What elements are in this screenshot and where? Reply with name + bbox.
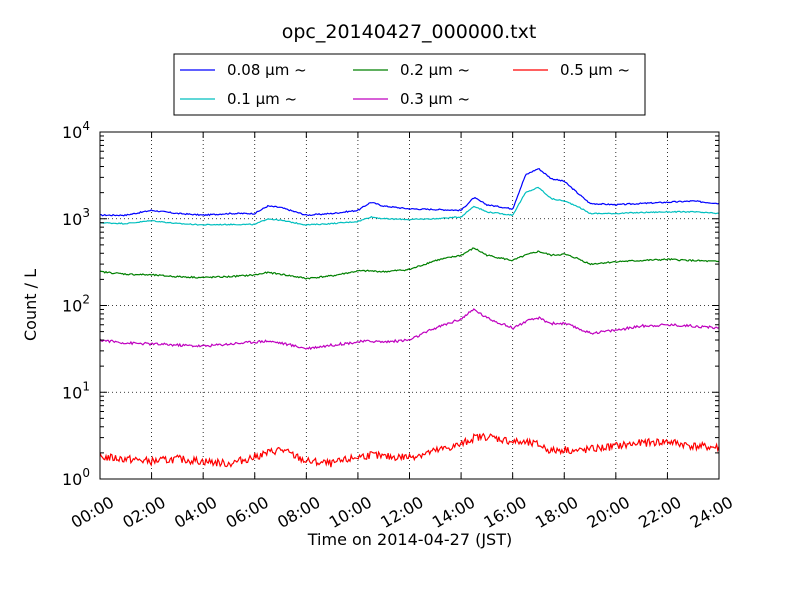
x-tick-label: 20:00 <box>584 492 633 532</box>
x-tick-label: 14:00 <box>429 492 478 532</box>
x-tick-label: 06:00 <box>223 492 272 532</box>
legend-box <box>173 53 646 116</box>
chart-title: opc_20140427_000000.txt <box>282 21 537 43</box>
y-tick-label: 102 <box>62 293 90 316</box>
x-tick-label: 02:00 <box>119 492 168 532</box>
grid-lines <box>100 132 719 479</box>
series-line <box>99 432 720 468</box>
legend-entry-label: 0.1 μm ~ <box>227 90 297 108</box>
y-axis-label: Count / L <box>21 269 40 341</box>
legend-entry-label: 0.5 μm ~ <box>560 61 630 79</box>
series-lines <box>99 168 720 468</box>
y-tick-label: 101 <box>62 379 90 402</box>
y-tick-label: 104 <box>62 119 90 142</box>
y-tick-labels: 100 101 102 103 104 <box>62 119 90 489</box>
x-tick-label: 22:00 <box>635 492 684 532</box>
x-tick-label: 04:00 <box>171 492 220 532</box>
x-tick-label: 24:00 <box>687 492 736 532</box>
x-tick-label: 00:00 <box>68 492 117 532</box>
series-line <box>99 308 720 351</box>
x-tick-label: 10:00 <box>326 492 375 532</box>
series-line <box>99 168 720 217</box>
legend: 0.08 μm ~ 0.1 μm ~ 0.2 μm ~ 0.3 μm ~ 0.5 μm … <box>173 53 646 116</box>
y-tick-label: 100 <box>62 466 90 489</box>
axis-ticks <box>99 131 720 480</box>
y-tick-label: 103 <box>62 206 90 229</box>
series-line <box>99 247 719 280</box>
x-tick-label: 08:00 <box>274 492 323 532</box>
x-tick-labels: 00:00 02:00 04:00 06:00 08:00 10:00 12:00 14:00… <box>68 492 736 532</box>
x-axis-label: Time on 2014-04-27 (JST) <box>307 530 512 549</box>
x-tick-label: 16:00 <box>480 492 529 532</box>
legend-entry-label: 0.2 μm ~ <box>400 61 470 79</box>
series-line <box>99 186 720 226</box>
legend-entry-label: 0.3 μm ~ <box>400 90 470 108</box>
x-tick-label: 12:00 <box>377 492 426 532</box>
legend-entry-label: 0.08 μm ~ <box>227 61 307 79</box>
x-tick-label: 18:00 <box>532 492 581 532</box>
